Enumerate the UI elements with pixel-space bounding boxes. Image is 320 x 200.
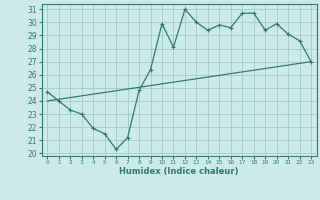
X-axis label: Humidex (Indice chaleur): Humidex (Indice chaleur) (119, 167, 239, 176)
